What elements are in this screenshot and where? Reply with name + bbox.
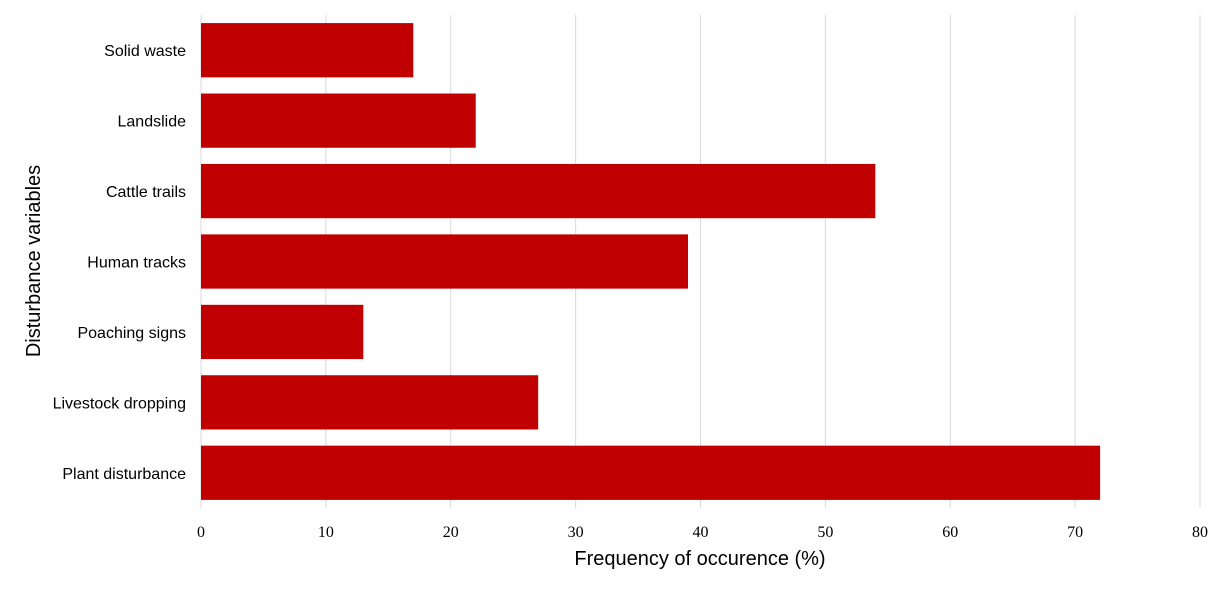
y-axis-title: Disturbance variables [23, 165, 45, 357]
bar [201, 234, 689, 289]
x-tick-label: 0 [197, 524, 205, 541]
x-tick-label: 60 [942, 524, 958, 541]
bar [201, 304, 364, 360]
bar [201, 445, 1101, 500]
x-tick-labels: 0 10 20 30 40 50 60 70 80 [197, 524, 1208, 541]
x-tick-label: 10 [318, 524, 334, 541]
x-tick-label: 70 [1067, 524, 1083, 541]
bar [201, 23, 414, 78]
category-labels: Solid waste Landslide Cattle trails Human t… [53, 43, 187, 483]
x-tick-label: 30 [568, 524, 584, 541]
category-label: Poaching signs [77, 325, 186, 342]
category-label: Cattle trails [106, 184, 186, 201]
category-label: Livestock dropping [53, 395, 186, 412]
bar [201, 93, 476, 148]
x-tick-label: 40 [693, 524, 709, 541]
x-tick-label: 80 [1192, 524, 1208, 541]
bar [201, 163, 876, 219]
category-label: Human tracks [87, 255, 186, 272]
category-label: Plant disturbance [62, 466, 186, 483]
category-label: Landslide [118, 114, 187, 131]
bar [201, 375, 539, 430]
x-tick-label: 20 [443, 524, 459, 541]
x-axis-title: Frequency of occurence (%) [574, 548, 825, 570]
x-tick-label: 50 [817, 524, 833, 541]
category-label: Solid waste [104, 43, 186, 60]
bars [201, 23, 1101, 500]
